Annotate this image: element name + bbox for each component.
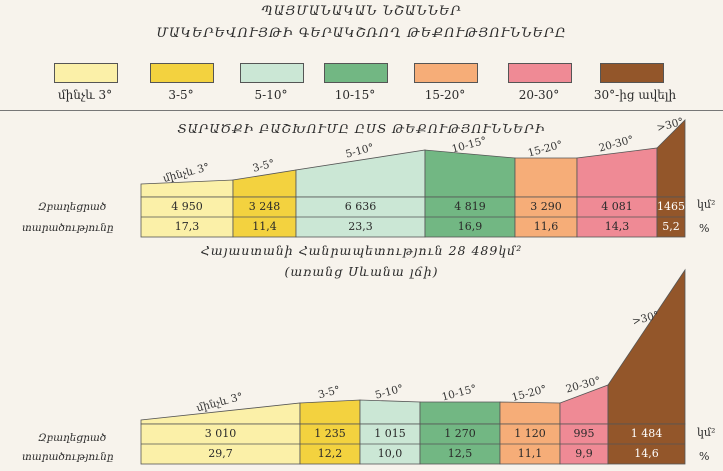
armenia-category-label: 5-10°: [344, 142, 375, 161]
armenia-share-value: 17,3: [174, 220, 200, 233]
second-share-value: 10,0: [377, 447, 403, 460]
legend-label-20-30: 20-30°: [518, 88, 560, 102]
legend-swatch-20-30: [508, 63, 572, 83]
armenia-wedge: [140, 179, 234, 198]
second-wedge: [359, 399, 421, 425]
legend-label-5-10: 5-10°: [254, 88, 288, 102]
second-area-value: 1 015: [374, 427, 406, 440]
second-area-value: 1 235: [314, 427, 346, 440]
divider: [0, 110, 723, 111]
unit-area-1: կմ²: [697, 198, 716, 211]
armenia-area-value: 1465: [657, 200, 685, 213]
armenia-share-value: 11,4: [252, 220, 277, 233]
legend-swatch-3-5: [150, 63, 214, 83]
second-category-label: 15-20°: [511, 383, 548, 404]
armenia-area-value: 4 819: [454, 200, 486, 213]
row-label-share-1: տարածությունը: [22, 222, 114, 234]
row-label-area-2: Զբաղեցրած: [38, 432, 107, 444]
legend-label-15-20: 15-20°: [424, 88, 466, 102]
armenia-share-value: 23,3: [348, 220, 373, 233]
second-area-value: 1 120: [514, 427, 546, 440]
armenia-share-value: 16,9: [457, 220, 483, 233]
second-area-value: 1 484: [630, 427, 663, 440]
second-share-value: 11,1: [517, 447, 543, 460]
armenia-category-label: 3-5°: [251, 157, 276, 174]
armenia-area-value: 6 636: [344, 200, 377, 213]
armenia-caption: Հայաստանի Հանրապետություն 28 489կմ²: [200, 243, 523, 258]
armenia-area-value: 3 290: [530, 200, 562, 213]
armenia-wedge: [424, 149, 516, 198]
second-wedge: [419, 401, 501, 425]
legend-swatch-under-3: [54, 63, 118, 83]
second-wedge: [299, 399, 361, 425]
second-category-label: 3-5°: [317, 384, 342, 401]
legend-label-3-5: 3-5°: [168, 88, 194, 102]
second-share-value: 9,9: [575, 447, 593, 460]
armenia-category-label: 15-20°: [527, 139, 564, 160]
unit-share-1: %: [699, 222, 710, 235]
second-area-value: 995: [573, 427, 595, 440]
second-wedge: [499, 401, 561, 425]
second-wedge: [607, 268, 686, 425]
second-share-value: 14,6: [634, 447, 659, 460]
armenia-wedge: [576, 147, 658, 198]
second-share-value: 12,2: [317, 447, 343, 460]
legend-swatch-over-30: [600, 63, 664, 83]
second-category-label: 10-15°: [441, 383, 478, 404]
armenia-share-value: 11,6: [533, 220, 559, 233]
armenia-category-label: 10-15°: [451, 135, 488, 156]
legend-swatch-15-20: [414, 63, 478, 83]
legend-swatch-10-15: [324, 63, 388, 83]
section-title: ՏԱՐԱԾՔԻ ԲԱՇԽՈՒՄԸ ԸՍՏ ԹԵՔՈՒԹՅՈՒՆՆԵՐԻ: [177, 121, 546, 136]
armenia-area-value: 3 248: [248, 200, 281, 213]
armenia-caption-note: (առանց Սևանա լճի): [284, 264, 439, 279]
armenia-share-value: 5,2: [662, 220, 680, 233]
second-share-value: 12,5: [447, 447, 473, 460]
second-area-value: 3 010: [204, 427, 237, 440]
row-label-share-2: տարածությունը: [22, 451, 114, 463]
legend-title: ՊԱՅՄԱՆԱԿԱՆ ՆՇԱՆՆԵՐ: [261, 4, 462, 19]
second-share-value: 29,7: [208, 447, 233, 460]
second-category-label: 5-10°: [374, 383, 405, 402]
row-label-area-1: Զբաղեցրած: [38, 201, 107, 213]
legend-subtitle: ՄԱԿԵՐԵՎՈՒՅԹԻ ԳԵՐԱԿՇՌՈՂ ԹԵՔՈՒԹՅՈՒՆՆԵՐԸ: [156, 26, 567, 41]
unit-area-2: կմ²: [697, 426, 716, 439]
armenia-wedge: [514, 157, 578, 198]
second-area-value: 1 270: [444, 427, 476, 440]
legend-label-under-3: մինչև 3°: [57, 88, 113, 102]
legend-label-over-30: 30°-ից ավելի: [593, 88, 677, 102]
armenia-area-value: 4 950: [171, 200, 203, 213]
unit-share-2: %: [699, 450, 710, 463]
armenia-area-value: 4 081: [601, 200, 633, 213]
armenia-share-value: 14,3: [604, 220, 630, 233]
legend-label-10-15: 10-15°: [334, 88, 376, 102]
armenia-wedge: [232, 169, 297, 198]
legend-swatch-5-10: [240, 63, 304, 83]
